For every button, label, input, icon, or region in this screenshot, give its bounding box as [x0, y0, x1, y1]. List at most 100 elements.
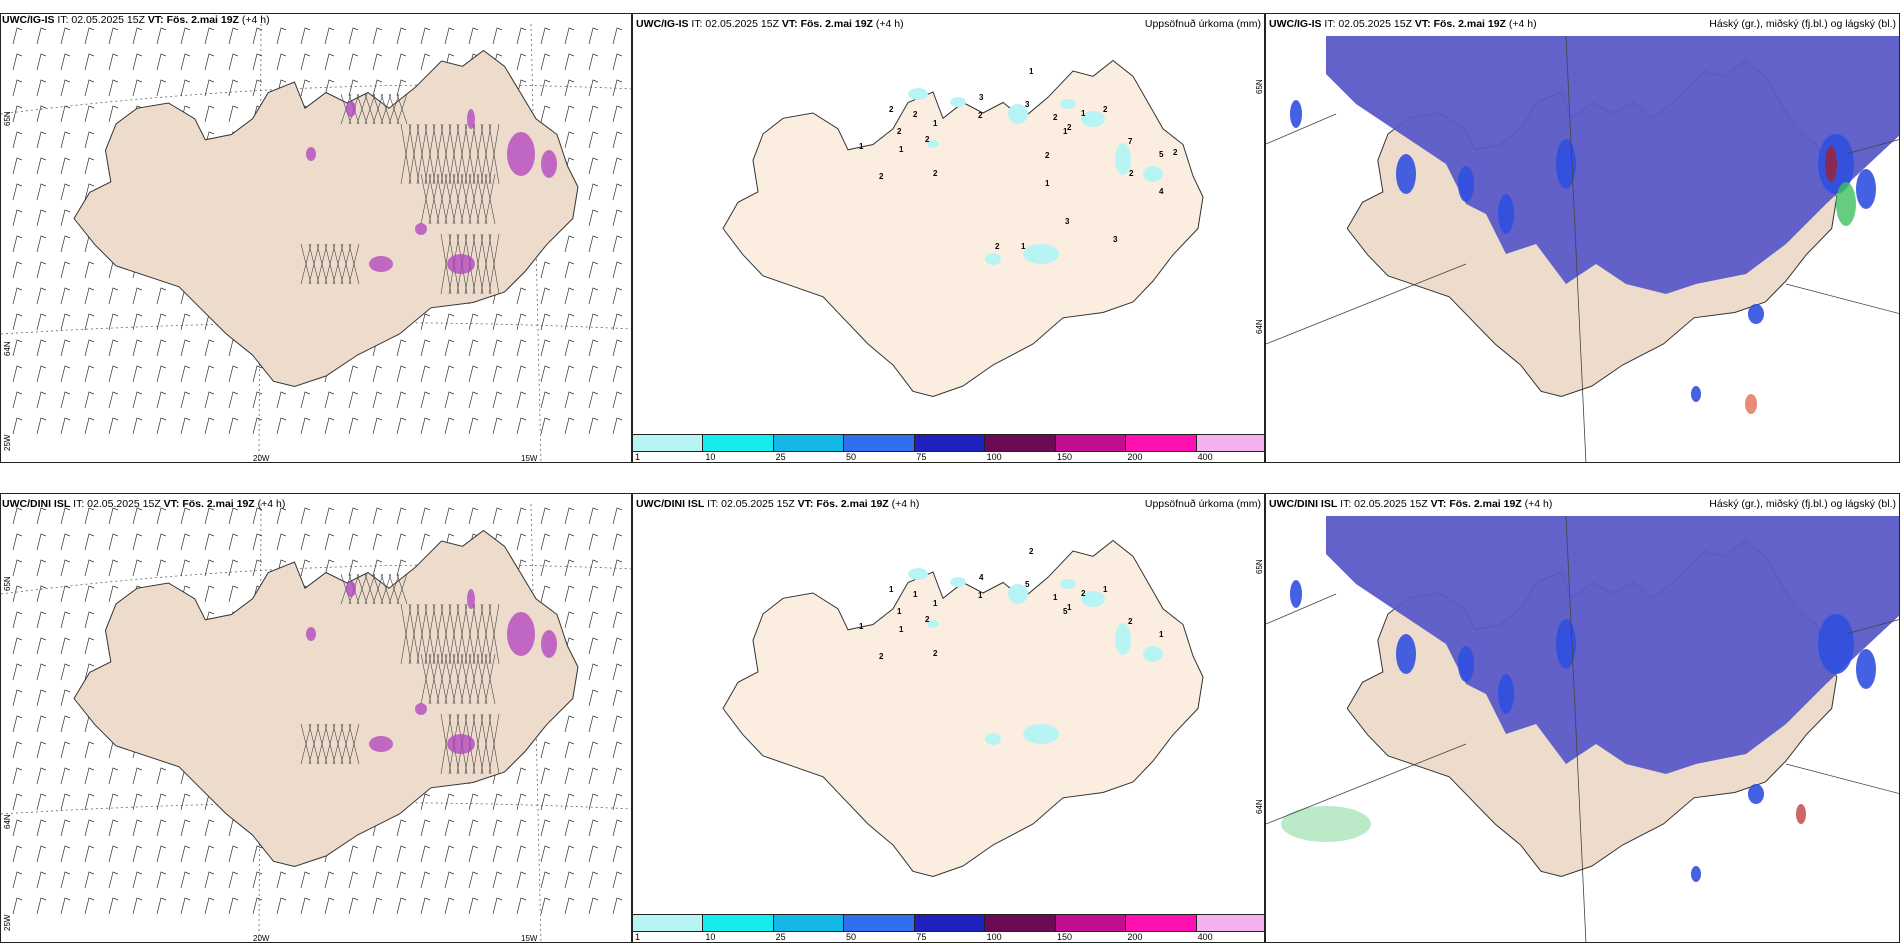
lat-label-65: 65N: [3, 111, 12, 126]
lat-label-65: 65N: [1255, 79, 1264, 94]
colorbar-tick: 150: [1057, 452, 1073, 462]
panel-legend-title: Uppsöfnuð úrkoma (mm): [1144, 498, 1261, 510]
precip-value-label: 1: [1021, 242, 1026, 251]
precip-value-label: 1: [1159, 630, 1164, 639]
colorbar-swatch: [1055, 435, 1127, 451]
precip-value-label: 1: [933, 599, 938, 608]
colorbar-tick: 400: [1197, 932, 1213, 942]
precip-colorbar: [633, 434, 1264, 452]
precip-value-label: 2: [1053, 113, 1058, 122]
panel-title: UWC/IG-IS IT: 02.05.2025 15Z VT: Fös. 2.…: [1269, 18, 1537, 30]
lat-label-64: 64N: [3, 341, 12, 356]
precip-value-label: 2: [978, 111, 983, 120]
precip-value-label: 1: [933, 119, 938, 128]
precip-value-label: 2: [925, 615, 930, 624]
colorbar-tick: 10: [705, 932, 716, 942]
precip-value-label: 3: [1065, 217, 1070, 226]
panel-title: UWC/IG-IS IT: 02.05.2025 15Z VT: Fös. 2.…: [636, 18, 904, 30]
precip-value-label: 5: [1159, 150, 1164, 159]
precip-value-label: 5: [1025, 580, 1030, 589]
precip-value-label: 7: [1128, 137, 1133, 146]
panel-legend-title: Háský (gr.), miðský (fj.bl.) og lágský (…: [1709, 498, 1896, 510]
colorbar-swatch: [844, 435, 915, 451]
cloud-map: [1266, 35, 1899, 462]
panel-wind-row1: UWC/IG-IS IT: 02.05.2025 15Z VT: Fös. 2.…: [0, 13, 632, 463]
panel-title: UWC/IG-IS IT: 02.05.2025 15Z VT: Fös. 2.…: [2, 14, 270, 26]
precip-value-label: 3: [979, 93, 984, 102]
lat-label-65: 65N: [3, 576, 12, 591]
cloud-map: [1266, 515, 1899, 942]
precip-value-label: 1: [913, 590, 918, 599]
precip-value-label: 2: [889, 105, 894, 114]
precip-value-label: 2: [913, 110, 918, 119]
precip-value-label: 1: [1103, 585, 1108, 594]
precip-value-label: 5: [1063, 607, 1068, 616]
colorbar-tick: 25: [775, 452, 786, 462]
lon-label-15: 15W: [521, 454, 538, 463]
panel-precip-row1: UWC/IG-IS IT: 02.05.2025 15Z VT: Fös. 2.…: [632, 13, 1265, 463]
precip-value-label: 2: [1103, 105, 1108, 114]
precip-value-label: 1: [889, 585, 894, 594]
precip-value-label: 1: [1063, 127, 1068, 136]
precip-value-label: 4: [1159, 187, 1164, 196]
precip-value-label: 2: [1081, 589, 1086, 598]
precip-value-label: 1: [978, 591, 983, 600]
precip-value-label: 1: [1029, 67, 1034, 76]
precip-value-label: 1: [859, 622, 864, 631]
precip-value-label: 1: [1045, 179, 1050, 188]
colorbar-tick: 1: [635, 932, 641, 942]
colorbar-swatch: [1196, 915, 1264, 931]
colorbar-swatch: [844, 915, 915, 931]
precip-value-label: 1: [1067, 603, 1072, 612]
colorbar-swatch: [773, 435, 845, 451]
colorbar-swatch: [914, 915, 986, 931]
panel-title: UWC/DINI ISL IT: 02.05.2025 15Z VT: Fös.…: [2, 498, 286, 510]
precip-value-label: 2: [933, 649, 938, 658]
precip-value-label: 2: [1173, 148, 1178, 157]
precip-value-label: 1: [897, 607, 902, 616]
precip-value-label: 3: [1025, 100, 1030, 109]
colorbar-swatch: [985, 435, 1056, 451]
colorbar-tick: 10: [705, 452, 716, 462]
precip-value-label: 2: [1029, 547, 1034, 556]
colorbar-swatch: [703, 915, 774, 931]
precip-value-label: 2: [879, 652, 884, 661]
colorbar-tick: 75: [916, 452, 927, 462]
precip-value-label: 2: [995, 242, 1000, 251]
colorbar-swatch: [1196, 435, 1264, 451]
panel-legend-title: Uppsöfnuð úrkoma (mm): [1144, 18, 1261, 30]
precip-value-label: 1: [859, 142, 864, 151]
precip-value-label: 2: [925, 135, 930, 144]
colorbar-swatch: [914, 435, 986, 451]
colorbar-swatch: [703, 435, 774, 451]
wind-map: [1, 503, 631, 942]
panel-wind-row2: UWC/DINI ISL IT: 02.05.2025 15Z VT: Fös.…: [0, 493, 632, 943]
lon-label-20: 20W: [253, 934, 270, 943]
precip-value-label: 2: [897, 127, 902, 136]
colorbar-swatch: [1126, 915, 1197, 931]
colorbar-tick: 1: [635, 452, 641, 462]
panel-title: UWC/DINI ISL IT: 02.05.2025 15Z VT: Fös.…: [636, 498, 920, 510]
colorbar-tick: 200: [1127, 452, 1143, 462]
colorbar-swatch: [773, 915, 845, 931]
colorbar-tick: 25: [775, 932, 786, 942]
panel-title: UWC/DINI ISL IT: 02.05.2025 15Z VT: Fös.…: [1269, 498, 1553, 510]
wind-map: [1, 23, 631, 462]
lon-label-25: 25W: [3, 914, 12, 931]
precip-value-label: 2: [933, 169, 938, 178]
colorbar-tick: 75: [916, 932, 927, 942]
precip-value-label: 1: [1081, 109, 1086, 118]
panel-cloud-row2: UWC/DINI ISL IT: 02.05.2025 15Z VT: Fös.…: [1265, 493, 1900, 943]
colorbar-tick: 50: [846, 452, 857, 462]
lat-label-64: 64N: [1255, 319, 1264, 334]
precip-value-label: 2: [1129, 169, 1134, 178]
colorbar-swatch: [1126, 435, 1197, 451]
precip-value-label: 2: [879, 172, 884, 181]
precip-colorbar: [633, 914, 1264, 932]
colorbar-tick: 150: [1057, 932, 1073, 942]
colorbar-swatch: [985, 915, 1056, 931]
precip-value-label: 2: [1045, 151, 1050, 160]
colorbar-tick: 100: [986, 932, 1002, 942]
